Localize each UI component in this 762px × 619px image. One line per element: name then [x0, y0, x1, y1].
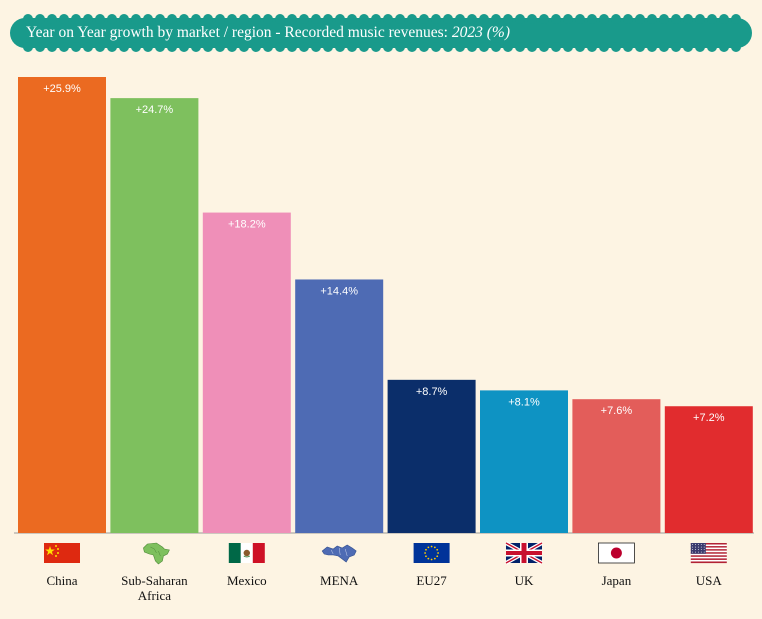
eu-flag-icon	[413, 543, 450, 563]
mexico-flag-icon	[228, 543, 265, 563]
category-label: Sub-Saharan	[121, 573, 188, 588]
chart-title-text: Year on Year growth by market / region -…	[26, 24, 448, 41]
bar-sub-saharan-africa	[110, 98, 199, 533]
bar-usa	[664, 406, 753, 533]
title-banner: Year on Year growth by market / region -…	[10, 14, 752, 52]
africa-map-icon	[143, 542, 170, 565]
chart-title-year: 2023 (%)	[451, 24, 510, 41]
bar-mexico	[202, 212, 291, 533]
category-label: MENA	[320, 573, 359, 588]
bar-eu27	[387, 379, 476, 533]
bar-data-label: +7.2%	[693, 412, 725, 424]
category-label: Japan	[602, 573, 632, 588]
bar-data-label: +8.1%	[508, 396, 540, 408]
uk-flag-icon	[505, 541, 543, 565]
mena-map-icon	[321, 544, 357, 563]
bar-data-label: +8.7%	[416, 386, 448, 398]
category-label: USA	[696, 573, 723, 588]
bar-data-label: +18.2%	[228, 219, 266, 231]
chart-title: Year on Year growth by market / region -…	[26, 14, 510, 52]
category-label: UK	[515, 573, 534, 588]
bar-china	[18, 77, 106, 533]
bar-japan	[572, 399, 661, 533]
japan-flag-icon	[598, 542, 635, 564]
category-label: Africa	[138, 588, 171, 603]
category-label: Mexico	[227, 573, 267, 588]
bar-uk	[480, 390, 568, 533]
bar-data-label: +24.7%	[136, 104, 174, 116]
bar-data-label: +14.4%	[320, 285, 358, 297]
china-flag-icon	[44, 543, 80, 563]
usa-flag-icon	[690, 543, 727, 564]
bar-mena	[295, 279, 384, 533]
category-label: China	[46, 573, 77, 588]
bar-data-label: +7.6%	[601, 405, 633, 417]
category-label: EU27	[416, 573, 447, 588]
bar-data-label: +25.9%	[43, 83, 81, 95]
